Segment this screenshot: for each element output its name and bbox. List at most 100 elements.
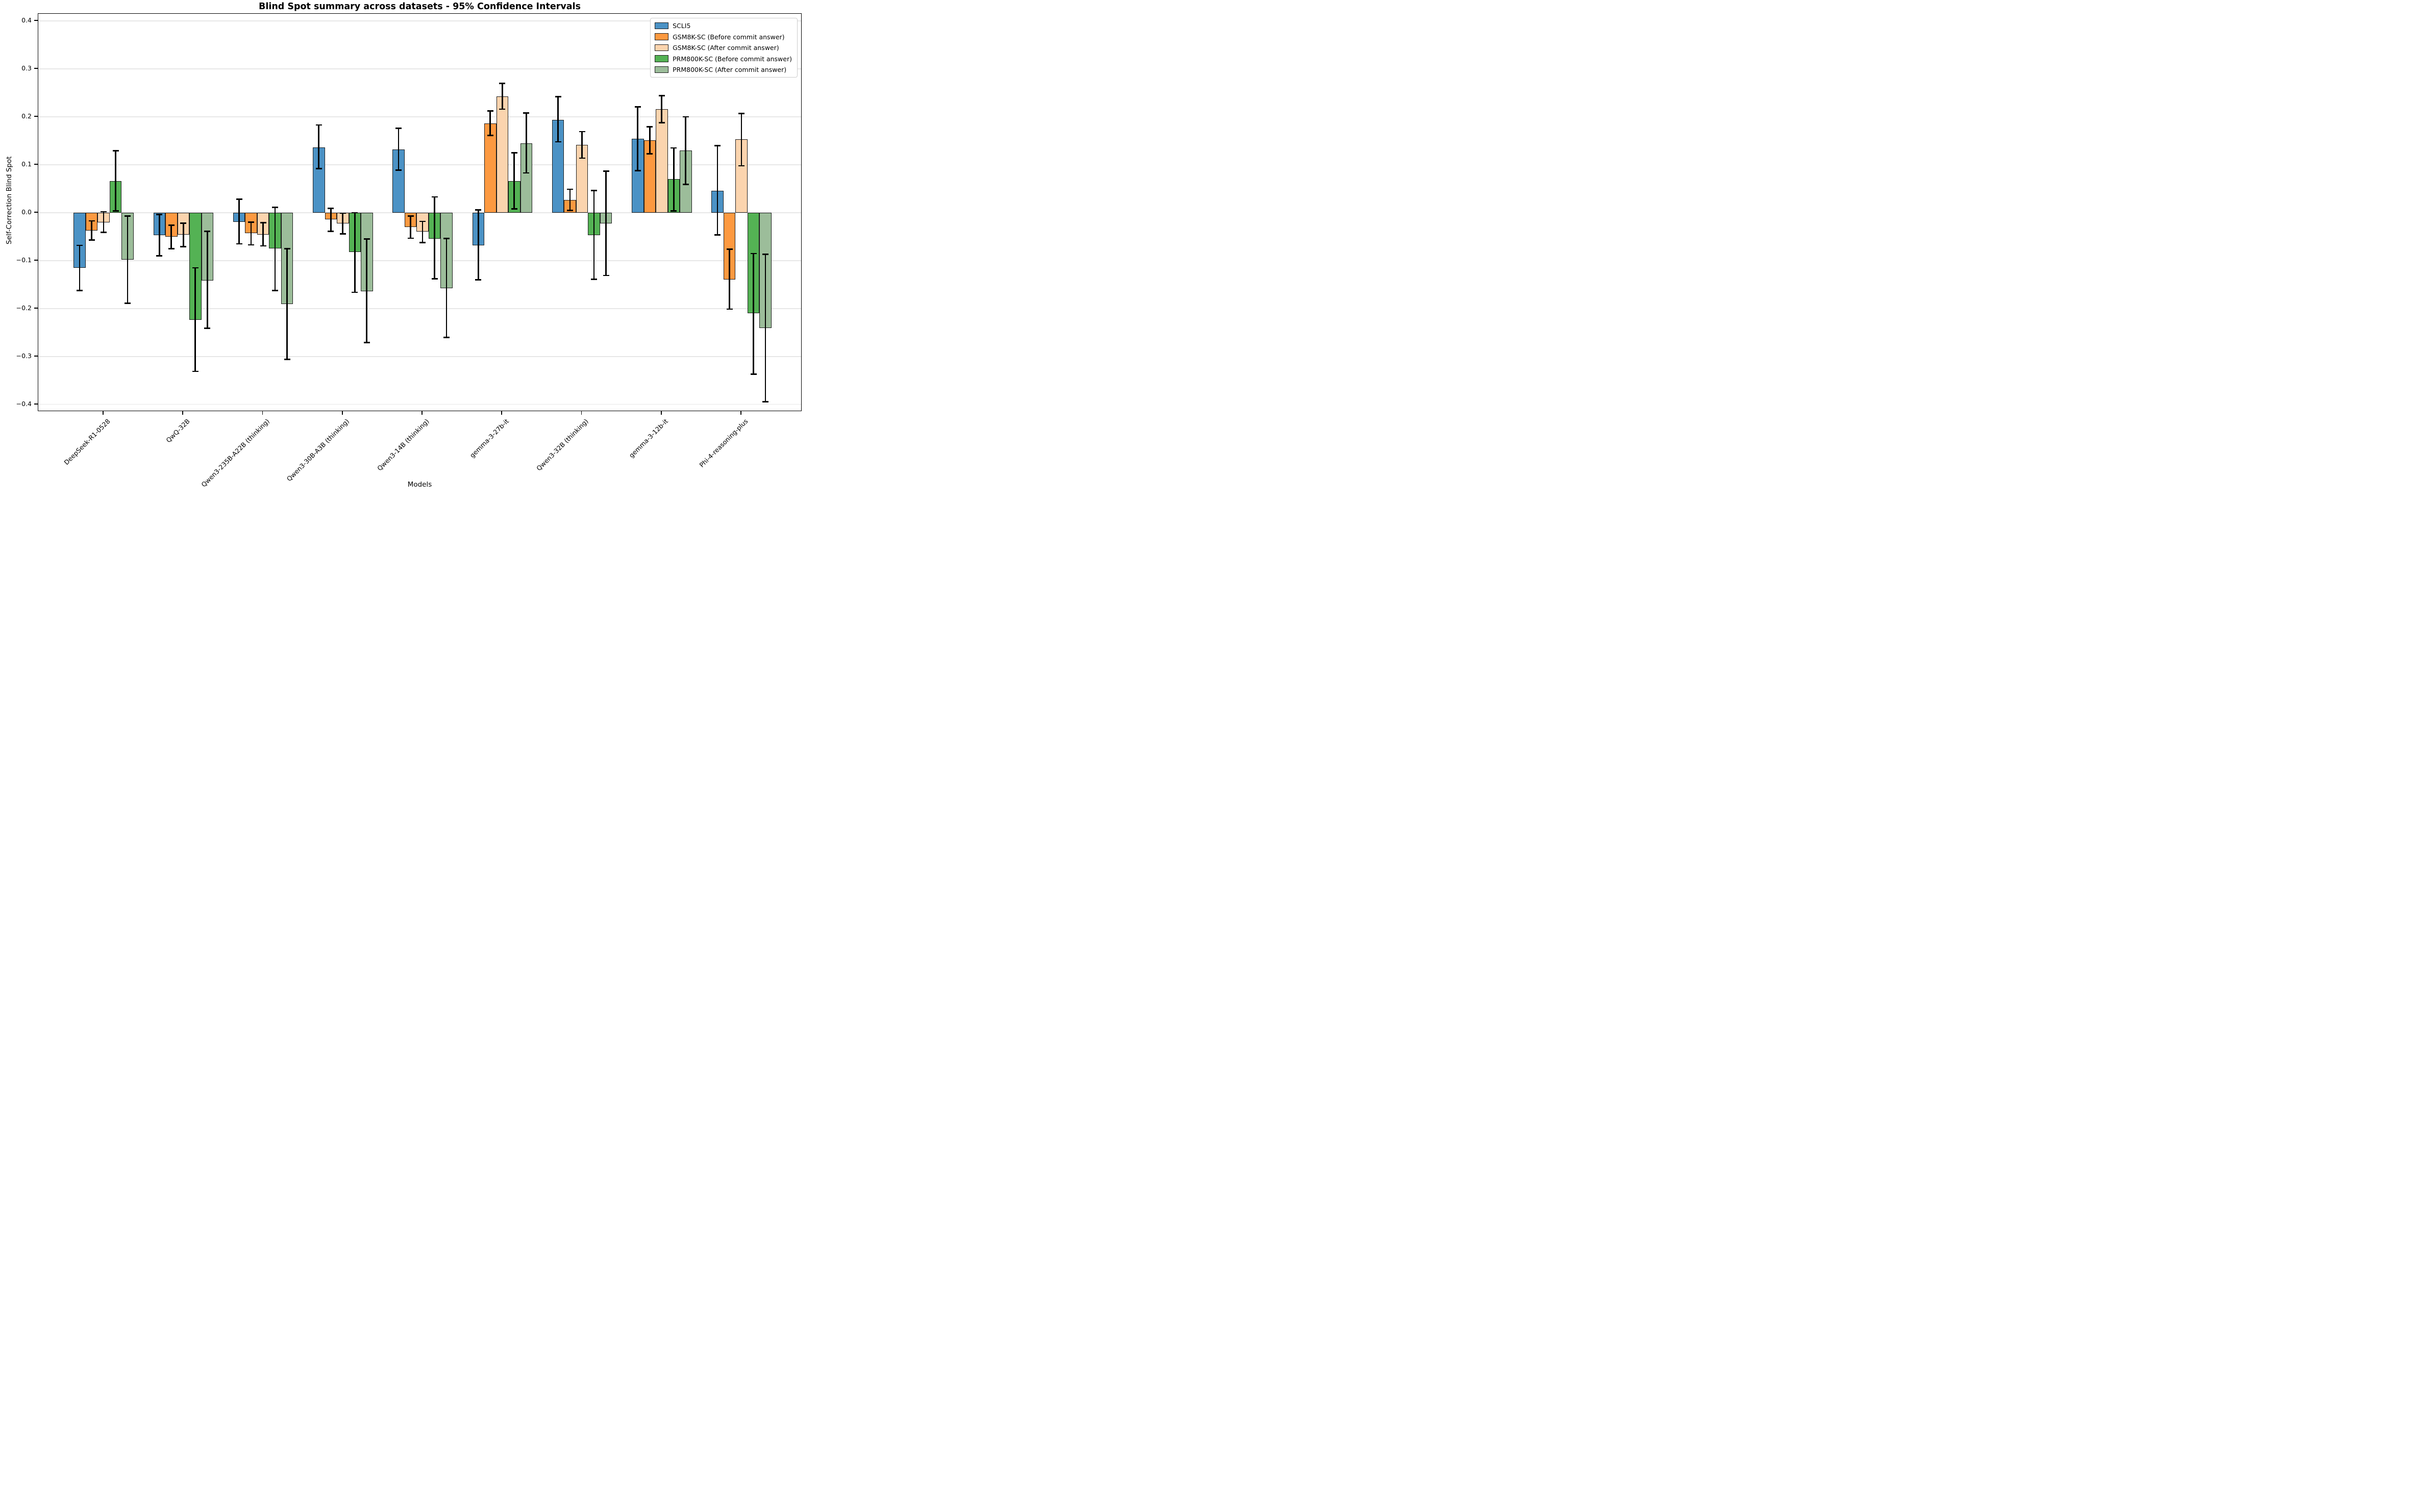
error-bar-cap-top xyxy=(180,222,187,224)
error-bar-cap-bottom xyxy=(180,246,187,248)
error-bar-cap-top xyxy=(315,124,322,126)
x-tick-mark xyxy=(660,411,662,415)
y-tick-label: −0.3 xyxy=(16,351,32,360)
error-bar-line xyxy=(127,216,129,304)
error-bar-cap-bottom xyxy=(260,245,266,247)
error-bar-cap-top xyxy=(750,253,757,255)
error-bar-cap-bottom xyxy=(363,342,370,343)
error-bar-cap-top xyxy=(77,244,83,246)
y-tick-label: 0.0 xyxy=(21,208,32,216)
error-bar-line xyxy=(115,150,116,211)
bar-gsm8k-sc-after-commit-answer- xyxy=(496,96,508,213)
error-bar-line xyxy=(729,249,730,309)
error-bar-cap-bottom xyxy=(77,289,83,291)
error-bar-cap-top xyxy=(682,116,689,118)
error-bar-cap-top xyxy=(395,128,402,129)
error-bar-cap-top xyxy=(714,145,721,146)
error-bar-line xyxy=(170,225,172,249)
x-tick-mark xyxy=(501,411,503,415)
x-tick-label-0: DeepSeek-R1-0528 xyxy=(62,417,112,467)
error-bar-cap-bottom xyxy=(511,208,517,210)
error-bar-line xyxy=(753,253,754,374)
error-bar-cap-top xyxy=(499,82,506,84)
legend-swatch xyxy=(655,33,669,40)
error-bar-line xyxy=(103,212,105,233)
error-bar-cap-bottom xyxy=(682,184,689,185)
error-bar-line xyxy=(354,213,356,292)
bar-gsm8k-sc-before-commit-answer- xyxy=(484,123,497,213)
y-tick-mark xyxy=(34,20,38,21)
error-bar-cap-bottom xyxy=(248,244,254,246)
error-bar-cap-bottom xyxy=(112,210,119,212)
y-tick-mark xyxy=(34,356,38,357)
error-bar-cap-top xyxy=(487,110,493,112)
gridline xyxy=(38,308,801,309)
gridline xyxy=(38,116,801,117)
error-bar-cap-bottom xyxy=(475,279,482,281)
x-axis-label: Models xyxy=(407,481,432,489)
error-bar-cap-bottom xyxy=(671,210,677,212)
legend-label: GSM8K-SC (After commit answer) xyxy=(673,44,779,52)
y-tick-mark xyxy=(34,308,38,309)
y-axis-label: Self-Correction Blind Spot xyxy=(5,156,13,244)
error-bar-line xyxy=(194,268,196,372)
error-bar-line xyxy=(206,231,208,329)
error-bar-cap-top xyxy=(431,196,438,198)
error-bar-cap-top xyxy=(260,222,266,224)
error-bar-line xyxy=(421,221,424,243)
error-bar-line xyxy=(182,223,184,247)
error-bar-cap-bottom xyxy=(339,233,346,235)
x-tick-label-8: Phi-4-reasoning-plus xyxy=(698,417,750,469)
error-bar-cap-bottom xyxy=(101,232,107,233)
x-tick-label-2: Qwen3-235B-A22B (thinking) xyxy=(200,417,271,489)
error-bar-line xyxy=(238,199,240,244)
chart-title: Blind Spot summary across datasets - 95%… xyxy=(258,2,581,12)
error-bar-cap-bottom xyxy=(603,274,609,276)
error-bar-cap-top xyxy=(555,96,561,97)
error-bar-cap-top xyxy=(352,212,358,214)
x-tick-label-4: Qwen3-14B (thinking) xyxy=(376,417,431,472)
error-bar-cap-top xyxy=(647,126,653,128)
error-bar-cap-top xyxy=(192,267,199,269)
error-bar-cap-top xyxy=(236,198,242,200)
error-bar-line xyxy=(569,189,571,211)
error-bar-cap-bottom xyxy=(443,337,450,338)
error-bar-cap-top xyxy=(363,238,370,240)
y-tick-mark xyxy=(34,260,38,261)
error-bar-cap-top xyxy=(738,113,745,114)
error-bar-cap-bottom xyxy=(714,234,721,236)
x-tick-label-5: gemma-3-27b-it xyxy=(468,417,510,460)
error-bar-line xyxy=(366,239,368,343)
error-bar-cap-bottom xyxy=(168,248,175,249)
error-bar-cap-bottom xyxy=(634,170,641,171)
error-bar-cap-bottom xyxy=(407,237,414,239)
y-tick-label: −0.1 xyxy=(16,256,32,264)
error-bar-line xyxy=(477,210,479,280)
error-bar-line xyxy=(274,207,276,291)
error-bar-cap-bottom xyxy=(431,278,438,280)
x-tick-label-6: Qwen3-32B (thinking) xyxy=(535,417,590,472)
error-bar-cap-top xyxy=(603,170,609,172)
error-bar-line xyxy=(434,196,435,279)
error-bar-cap-bottom xyxy=(591,279,597,280)
gridline xyxy=(38,164,801,165)
error-bar-line xyxy=(605,171,607,276)
error-bar-cap-top xyxy=(475,209,482,211)
error-bar-line xyxy=(501,83,503,109)
y-tick-mark xyxy=(34,404,38,405)
error-bar-cap-bottom xyxy=(738,165,745,167)
error-bar-cap-top xyxy=(272,207,278,208)
error-bar-cap-top xyxy=(658,95,665,96)
x-tick-mark xyxy=(740,411,741,415)
chart-figure: Blind Spot summary across datasets - 95%… xyxy=(0,0,810,504)
error-bar-line xyxy=(513,153,515,209)
error-bar-line xyxy=(661,95,663,123)
y-tick-label: −0.2 xyxy=(16,304,32,312)
y-tick-mark xyxy=(34,116,38,117)
gridline xyxy=(38,20,801,21)
error-bar-cap-bottom xyxy=(647,153,653,155)
y-tick-label: 0.4 xyxy=(21,16,32,24)
error-bar-cap-bottom xyxy=(658,122,665,123)
error-bar-line xyxy=(398,128,400,170)
y-tick-mark xyxy=(34,212,38,213)
